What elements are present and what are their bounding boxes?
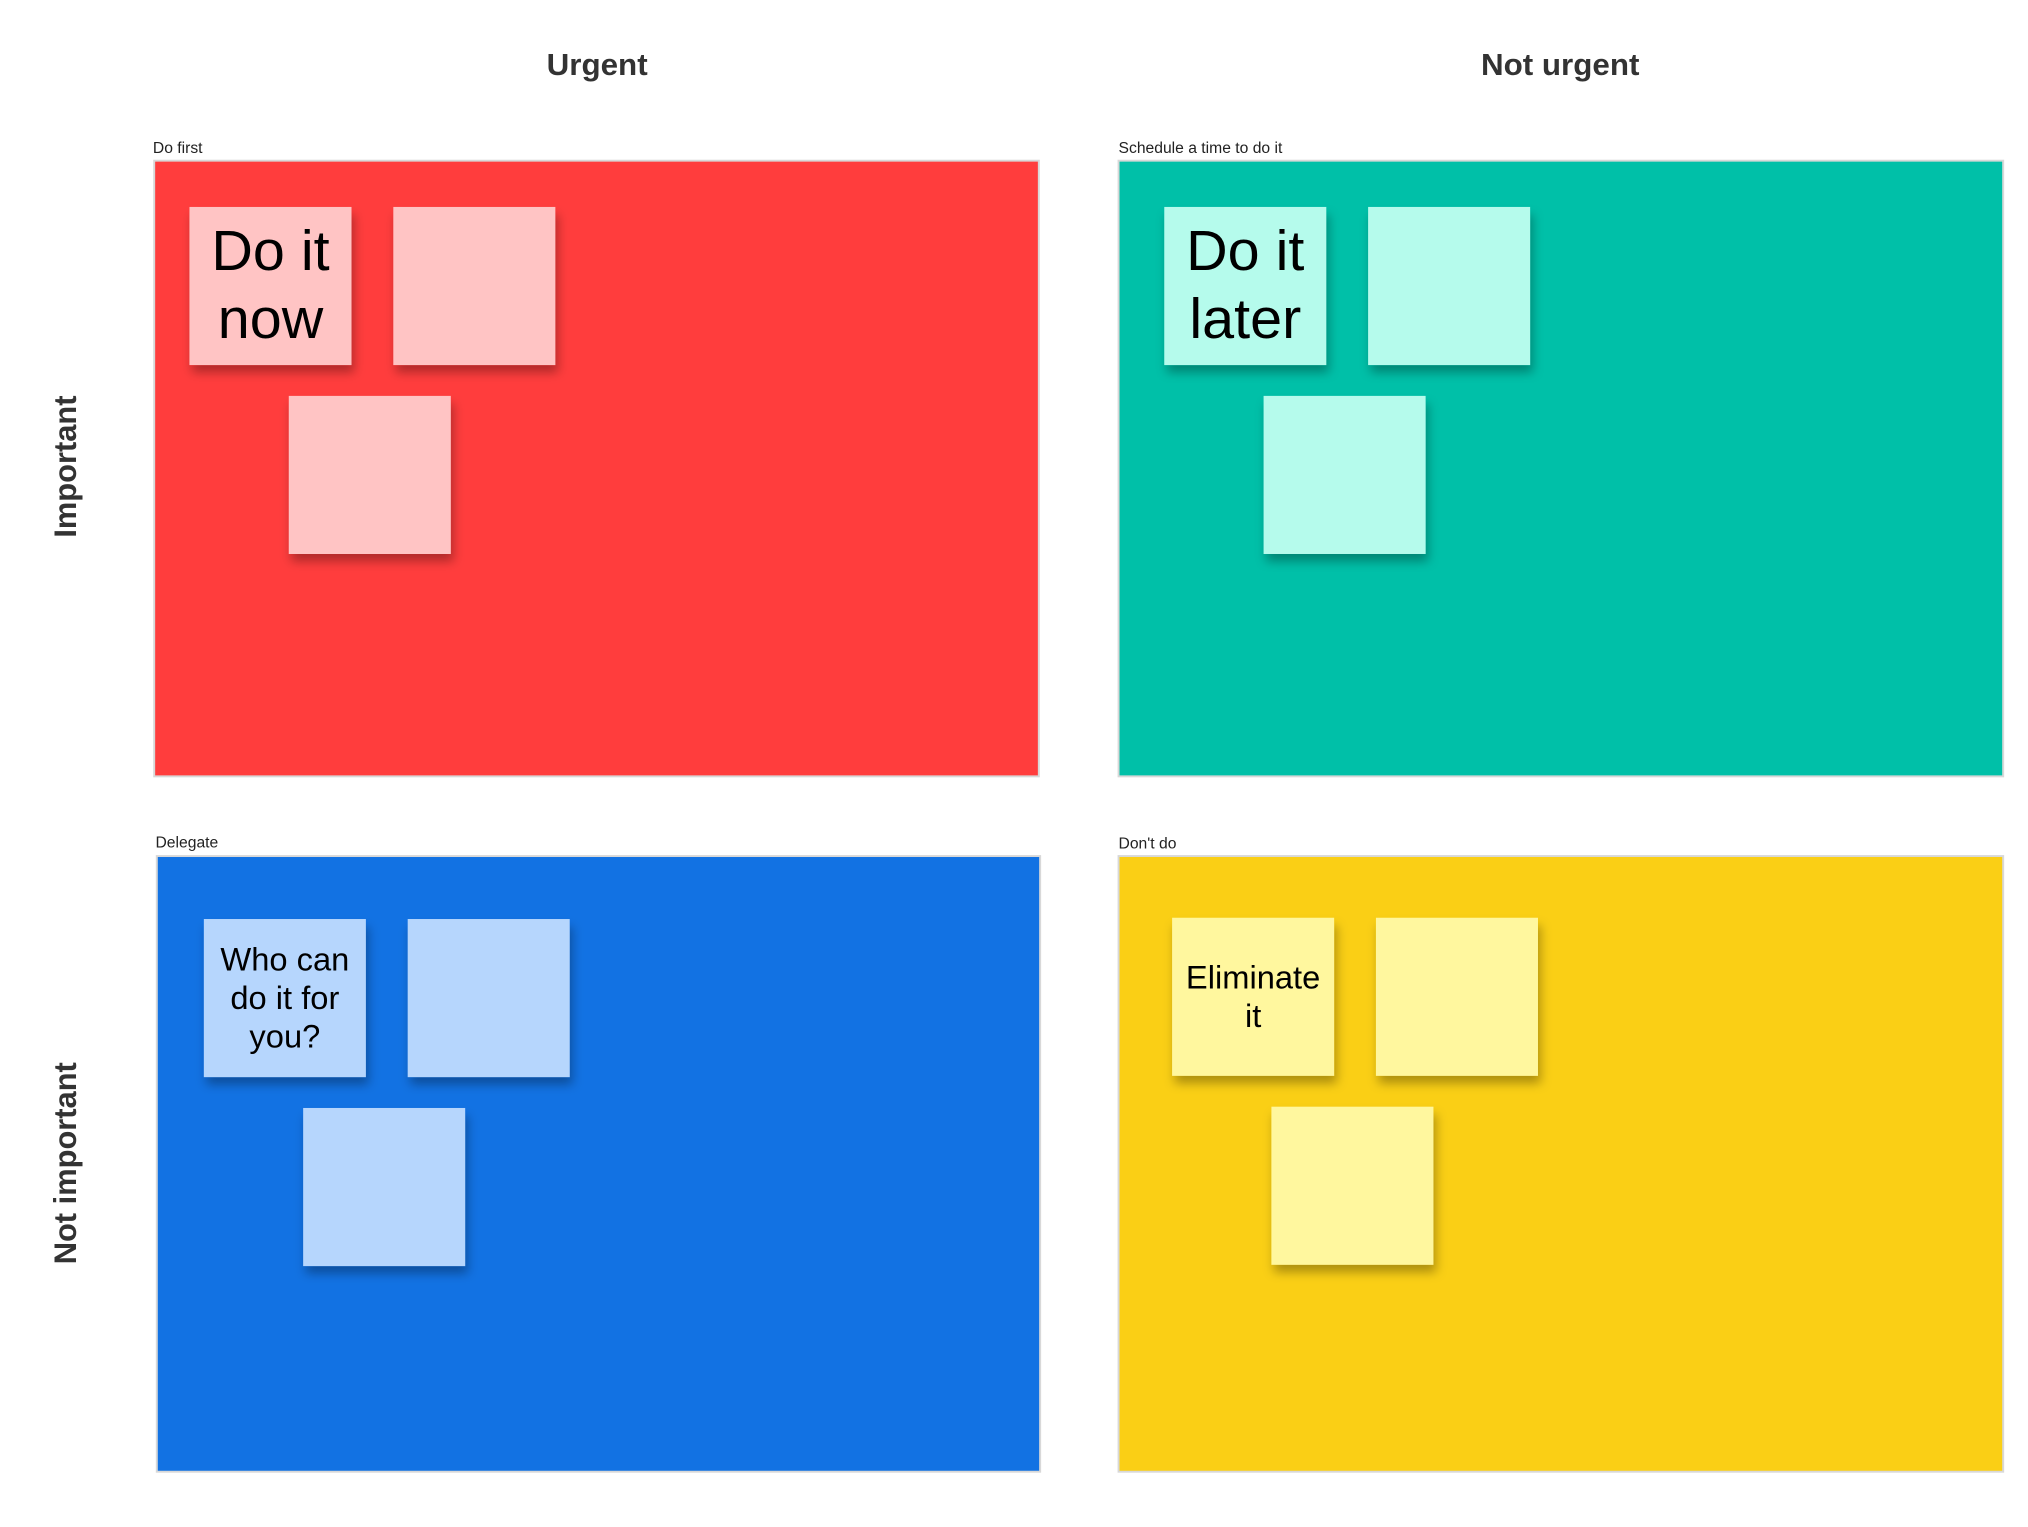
sticky-note[interactable] — [407, 919, 570, 1078]
column-header: Not urgent — [1481, 47, 1639, 82]
sticky-note[interactable] — [203, 919, 366, 1078]
column-header: Urgent — [547, 47, 648, 82]
row-header: Important — [48, 395, 83, 537]
quadrant-label: Don't do — [1119, 836, 1177, 853]
sticky-note[interactable] — [1368, 206, 1531, 366]
sticky-note[interactable] — [1172, 917, 1335, 1076]
sticky-note[interactable] — [1375, 917, 1538, 1076]
sticky-note[interactable] — [1271, 1106, 1434, 1265]
note-text: Eliminate it — [1185, 960, 1321, 1035]
quadrant-label: Schedule a time to do it — [1119, 140, 1283, 157]
note-text-box: Do it later — [1186, 220, 1305, 351]
note-text: Do it later — [1186, 220, 1305, 351]
quadrant-label: Do first — [153, 140, 203, 157]
row-header: Not important — [48, 1062, 83, 1264]
sticky-note[interactable] — [288, 395, 451, 554]
note-text: Who can do it for you? — [220, 942, 350, 1056]
sticky-note[interactable] — [1164, 206, 1327, 366]
sticky-note[interactable] — [393, 206, 556, 366]
sticky-note[interactable] — [1263, 395, 1426, 554]
note-text-box: Who can do it for you? — [220, 942, 350, 1056]
note-text-box: Eliminate it — [1185, 960, 1321, 1035]
quadrant-label: Delegate — [155, 834, 218, 851]
sticky-note[interactable] — [303, 1107, 466, 1267]
sticky-note[interactable] — [189, 206, 352, 366]
note-text-box: Do it now — [211, 220, 330, 351]
note-text: Do it now — [211, 220, 330, 351]
